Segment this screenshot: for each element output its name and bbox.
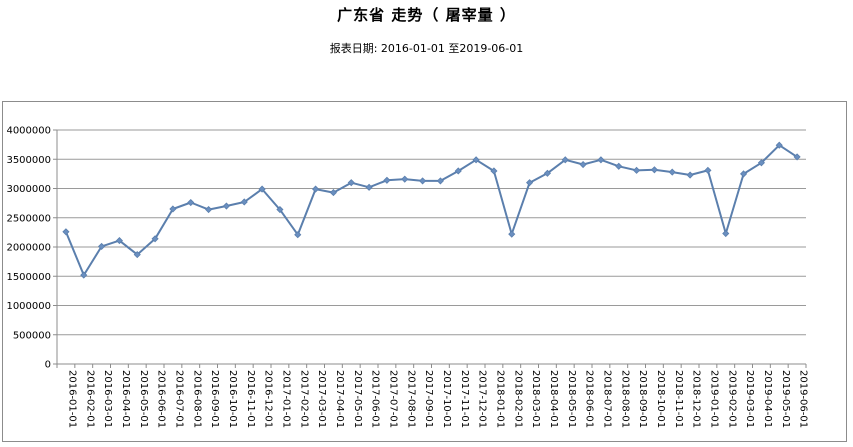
x-tick-label: 2017-05-01 xyxy=(352,370,363,428)
x-tick-label: 2019-02-01 xyxy=(726,370,737,428)
x-tick-label: 2016-09-01 xyxy=(209,370,220,428)
data-point xyxy=(329,189,337,197)
data-point xyxy=(597,156,605,164)
y-tick-label: 1500000 xyxy=(6,272,51,283)
data-point xyxy=(526,179,534,187)
data-point xyxy=(704,166,712,174)
x-tick-label: 2019-06-01 xyxy=(798,370,809,428)
data-point xyxy=(169,205,177,213)
x-tick-label: 2017-04-01 xyxy=(334,370,345,428)
x-tick-label: 2018-12-01 xyxy=(691,370,702,428)
data-point xyxy=(740,170,748,178)
data-point xyxy=(650,166,658,174)
x-tick-label: 2018-06-01 xyxy=(584,370,595,428)
data-point xyxy=(258,185,266,193)
x-tick-label: 2017-10-01 xyxy=(441,370,452,428)
y-tick-label: 1000000 xyxy=(6,301,51,312)
y-tick-label: 3500000 xyxy=(6,155,51,166)
chart-title: 广东省 走势（ 屠宰量 ） xyxy=(337,6,516,24)
data-point xyxy=(668,168,676,176)
data-point xyxy=(222,202,230,210)
data-point xyxy=(579,160,587,169)
data-point xyxy=(276,205,284,214)
x-tick-label: 2018-04-01 xyxy=(548,370,559,428)
data-point xyxy=(722,229,730,238)
x-tick-label: 2016-12-01 xyxy=(263,370,274,428)
x-tick-label: 2016-01-01 xyxy=(66,370,77,428)
data-point xyxy=(115,236,123,245)
x-tick-label: 2016-03-01 xyxy=(102,370,113,428)
data-point xyxy=(312,185,320,193)
data-point xyxy=(472,156,480,164)
x-tick-label: 2018-10-01 xyxy=(655,370,666,428)
series-line xyxy=(64,144,798,277)
data-point xyxy=(686,171,694,179)
data-point xyxy=(490,167,498,175)
x-tick-label: 2018-07-01 xyxy=(601,370,612,428)
x-tick-label: 2016-05-01 xyxy=(138,370,149,428)
x-tick-label: 2016-06-01 xyxy=(156,370,167,428)
data-point xyxy=(205,205,213,214)
data-point xyxy=(294,231,302,239)
data-point xyxy=(757,159,765,167)
y-tick-label: 4000000 xyxy=(6,126,51,137)
x-tick-label: 2018-01-01 xyxy=(494,370,505,428)
data-point xyxy=(98,242,106,250)
x-tick-label: 2019-05-01 xyxy=(780,370,791,428)
x-tick-label: 2016-07-01 xyxy=(173,370,184,428)
x-tick-label: 2016-04-01 xyxy=(120,370,131,428)
data-point xyxy=(508,230,516,238)
data-point xyxy=(633,166,641,174)
data-point xyxy=(80,271,88,279)
data-point xyxy=(62,228,70,236)
x-tick-label: 2017-07-01 xyxy=(387,370,398,428)
x-tick-label: 2017-01-01 xyxy=(280,370,291,428)
x-tick-label: 2018-09-01 xyxy=(637,370,648,428)
data-point xyxy=(133,251,141,259)
x-tick-label: 2018-05-01 xyxy=(566,370,577,428)
x-tick-label: 2017-09-01 xyxy=(423,370,434,428)
x-tick-label: 2016-10-01 xyxy=(227,370,238,428)
x-tick-label: 2016-02-01 xyxy=(84,370,95,428)
x-tick-label: 2017-06-01 xyxy=(370,370,381,428)
y-tick-label: 0 xyxy=(45,360,51,371)
x-tick-label: 2016-11-01 xyxy=(245,370,256,428)
y-tick-label: 2000000 xyxy=(6,243,51,254)
x-tick-label: 2018-02-01 xyxy=(512,370,523,428)
data-point xyxy=(775,141,783,149)
y-tick-label: 500000 xyxy=(13,330,51,341)
data-point xyxy=(419,177,427,185)
x-tick-label: 2018-08-01 xyxy=(619,370,630,428)
chart-frame xyxy=(2,101,847,442)
x-tick-label: 2017-11-01 xyxy=(459,370,470,428)
data-point xyxy=(151,235,159,243)
y-tick-label: 2500000 xyxy=(6,213,51,224)
data-point xyxy=(615,162,623,170)
data-point xyxy=(561,156,569,164)
x-tick-label: 2016-08-01 xyxy=(191,370,202,428)
x-tick-label: 2018-03-01 xyxy=(530,370,541,428)
data-point xyxy=(454,167,462,175)
x-tick-label: 2018-11-01 xyxy=(673,370,684,428)
data-point xyxy=(347,179,355,187)
data-point xyxy=(543,169,551,177)
x-tick-label: 2019-01-01 xyxy=(708,370,719,428)
data-point xyxy=(436,177,444,185)
data-point xyxy=(365,183,373,191)
chart-subtitle: 报表日期: 2016-01-01 至2019-06-01 xyxy=(329,42,524,55)
x-tick-label: 2017-12-01 xyxy=(477,370,488,428)
data-point xyxy=(401,175,409,183)
x-tick-label: 2019-04-01 xyxy=(762,370,773,428)
x-tick-label: 2017-08-01 xyxy=(405,370,416,428)
x-tick-label: 2017-03-01 xyxy=(316,370,327,428)
y-tick-label: 3000000 xyxy=(6,184,51,195)
data-point xyxy=(383,176,391,184)
data-point xyxy=(793,153,801,161)
x-tick-label: 2019-03-01 xyxy=(744,370,755,428)
data-point xyxy=(187,198,195,207)
x-tick-label: 2017-02-01 xyxy=(298,370,309,428)
data-point xyxy=(240,198,248,206)
